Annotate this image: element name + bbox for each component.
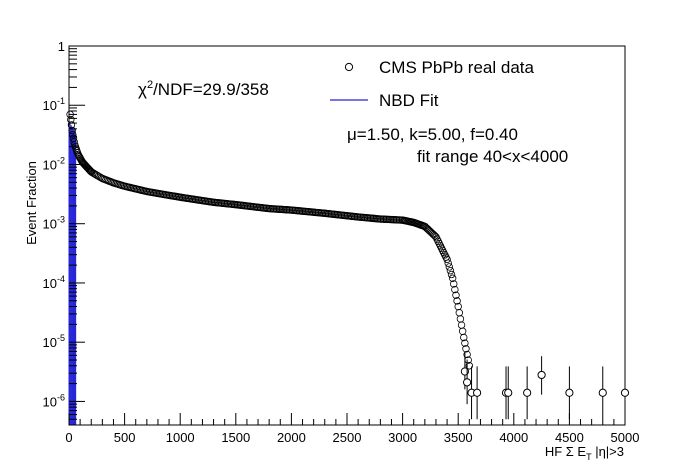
axis-ticks: 0 500 1000 1500 2000 2500 3000 3500 4000 4500 5000… (43, 39, 640, 445)
data-point (444, 259, 452, 267)
data-point (85, 165, 93, 173)
data-point (452, 291, 460, 299)
data-point (461, 339, 469, 347)
data-point-sparse (523, 388, 532, 397)
y-tick-label: 10-4 (43, 274, 65, 291)
x-tick-label: 4500 (555, 430, 584, 445)
y-tick-label: 10-6 (43, 392, 65, 409)
x-tick-label: 1000 (166, 430, 195, 445)
legend-marker-data (344, 62, 354, 72)
y-tick-label: 10-2 (43, 155, 65, 172)
y-tick-label: 10-3 (43, 215, 65, 232)
x-axis-title: HF Σ ET |η|>3 (545, 444, 624, 462)
x-tick-label: 3000 (388, 430, 417, 445)
legend-label-fit: NBD Fit (379, 91, 439, 110)
data-point (460, 333, 468, 342)
y-axis-title: Event Fraction (24, 161, 39, 245)
data-point-sparse (620, 388, 630, 397)
nbd-fit-fill (69, 128, 76, 425)
fit-range-annotation: fit range 40<x<4000 (417, 147, 568, 166)
data-points (66, 110, 630, 420)
data-point (451, 285, 459, 294)
data-point (68, 126, 76, 135)
fit-params-annotation: μ=1.50, k=5.00, f=0.40 (347, 125, 518, 144)
data-point (69, 130, 77, 139)
data-point (462, 345, 470, 353)
chi2-annotation: χ2/NDF=29.9/358 (138, 79, 269, 99)
nbd-fit-band (68, 123, 77, 425)
data-point (453, 297, 461, 305)
x-tick-label: 1500 (221, 430, 250, 445)
data-point (445, 263, 453, 271)
data-point-sparse (504, 388, 513, 397)
data-point-sparse (462, 378, 472, 387)
data-point (446, 267, 455, 275)
x-tick-label: 2000 (277, 430, 306, 445)
data-point (70, 138, 78, 146)
data-point (447, 270, 456, 279)
x-tick-label: 2500 (333, 430, 362, 445)
legend-label-data: CMS PbPb real data (379, 58, 535, 77)
y-tick-label: 1 (58, 39, 65, 54)
legend: CMS PbPb real data NBD Fit (330, 58, 535, 110)
y-tick-label: 10-5 (43, 333, 65, 350)
data-point-sparse (565, 388, 574, 397)
x-tick-label: 5000 (611, 430, 640, 445)
data-point (450, 280, 458, 288)
data-point-sparse (537, 370, 546, 380)
y-tick-label: 10-1 (43, 96, 65, 113)
data-point (67, 121, 76, 129)
data-point-sparse (598, 388, 607, 397)
x-tick-label: 500 (114, 430, 136, 445)
data-point-sparse (473, 388, 482, 397)
data-point (463, 350, 471, 359)
data-point (443, 255, 451, 264)
x-tick-label: 0 (65, 430, 72, 445)
x-tick-label: 4000 (499, 430, 528, 445)
data-point (465, 362, 474, 370)
x-tick-label: 3500 (444, 430, 473, 445)
data-point (448, 274, 457, 282)
